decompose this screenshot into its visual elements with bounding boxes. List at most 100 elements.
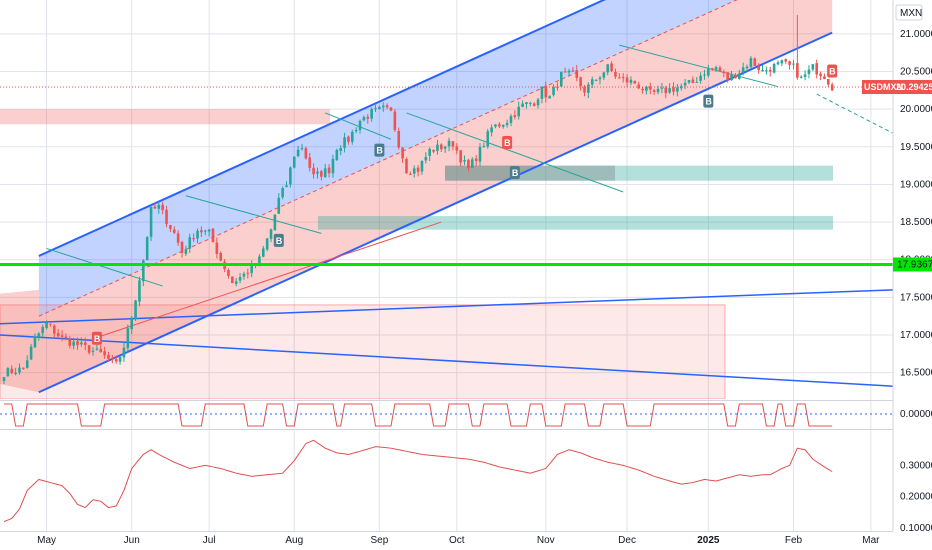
channel-lower-band: [38, 0, 833, 393]
candle-body: [111, 357, 114, 359]
candle-body: [211, 228, 215, 243]
candle-down: [830, 82, 834, 92]
candle-body: [339, 148, 342, 152]
candle-down: [60, 330, 64, 342]
candle-down: [823, 73, 826, 80]
last-price-value: 20.29425: [896, 82, 932, 92]
candle-body: [56, 332, 60, 337]
candle-body: [625, 77, 629, 83]
candle-body: [172, 229, 176, 233]
candle-body: [149, 206, 153, 237]
signal-badge: [91, 331, 102, 345]
candle-body: [807, 69, 811, 74]
candle-down: [815, 59, 818, 79]
candle-body: [219, 252, 223, 261]
candle-body: [772, 64, 776, 73]
candle-body: [637, 84, 640, 89]
candle-body: [176, 233, 180, 243]
candle-down: [819, 71, 822, 81]
candle-down: [722, 69, 726, 78]
candle-body: [563, 71, 567, 73]
candle-body: [420, 160, 424, 172]
candle-down: [459, 150, 462, 167]
signal-tag: B: [502, 136, 513, 150]
candle-up: [242, 271, 246, 280]
candle-up: [590, 76, 594, 89]
x-tick-label: 2025: [697, 535, 720, 546]
candle-body: [536, 99, 540, 106]
candle-down: [219, 251, 223, 262]
candle-body: [308, 157, 312, 168]
candle-up: [381, 102, 385, 112]
candle-body: [401, 147, 404, 159]
candle-up: [289, 166, 292, 188]
candle-body: [374, 108, 377, 110]
candle-up: [521, 100, 524, 108]
x-tick-label: Aug: [285, 535, 303, 546]
candle-body: [145, 237, 149, 260]
candle-up: [6, 367, 10, 377]
candle-body: [242, 273, 246, 277]
candle-body: [10, 368, 14, 374]
signal-tag: B: [374, 143, 385, 157]
candle-up: [354, 127, 358, 134]
candle-down: [176, 230, 180, 247]
candle-up: [730, 70, 733, 81]
volatility-line: [3, 439, 833, 523]
candle-body: [347, 136, 350, 142]
candle-up: [45, 320, 48, 330]
candle-up: [335, 148, 339, 161]
candle-up: [529, 101, 532, 107]
candle-body: [788, 61, 791, 65]
candle-body: [292, 156, 296, 168]
candle-up: [378, 105, 381, 110]
candle-body: [169, 225, 172, 229]
candle-down: [405, 157, 408, 174]
candle-up: [95, 344, 99, 351]
candle-up: [339, 145, 342, 156]
candle-body: [397, 130, 401, 148]
indicator2-tick-label: 0.10000: [900, 523, 932, 534]
candle-body: [351, 131, 354, 142]
candle-down: [211, 228, 215, 243]
symbol-badge: [862, 80, 893, 95]
candle-down: [440, 143, 443, 153]
candle-body: [803, 74, 807, 77]
candle-body: [559, 71, 563, 87]
candle-down: [169, 224, 172, 233]
candle-down: [114, 355, 118, 364]
candle-up: [277, 193, 281, 214]
candle-body: [606, 64, 610, 73]
candle-down: [788, 60, 791, 70]
candle-body: [447, 140, 451, 147]
candle-down: [544, 81, 548, 103]
candle-up: [269, 228, 273, 243]
candle-up: [501, 124, 505, 129]
candle-body: [64, 336, 68, 339]
x-tick-label: Jul: [203, 535, 216, 546]
candle-body: [428, 148, 431, 156]
candle-down: [49, 323, 52, 327]
candle-body: [157, 204, 161, 209]
candle-body: [478, 146, 482, 162]
candle-body: [184, 249, 188, 254]
candle-body: [544, 85, 548, 98]
candle-body: [474, 158, 478, 162]
symbol-label: USDMXN: [864, 82, 903, 92]
support-level-badge: [893, 257, 932, 272]
candle-body: [467, 159, 470, 169]
candle-body: [366, 116, 370, 119]
candle-up: [91, 346, 95, 356]
candle-body: [316, 171, 319, 174]
candle-up: [2, 377, 6, 385]
candle-body: [192, 238, 195, 240]
candle-down: [621, 73, 625, 83]
candle-up: [331, 154, 335, 178]
channel-upper-line: [38, 0, 606, 257]
candle-up: [184, 245, 188, 257]
candle-up: [540, 86, 544, 104]
